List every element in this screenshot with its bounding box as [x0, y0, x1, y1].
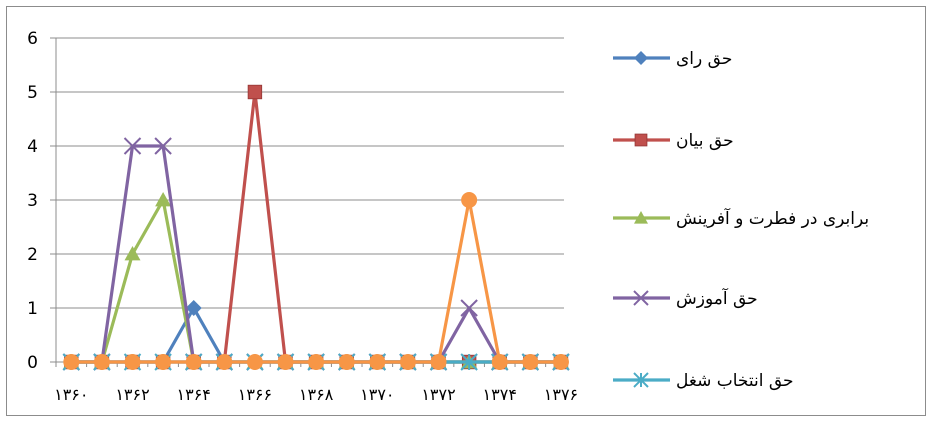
y-tick-label: 4: [27, 137, 38, 157]
legend-label: حق آموزش: [676, 287, 758, 309]
data-point: [93, 354, 110, 370]
data-point: [430, 354, 447, 370]
series-3: [63, 192, 569, 369]
data-point: [634, 211, 648, 224]
data-point: [155, 354, 172, 370]
data-point: [634, 51, 648, 65]
series-group: [62, 84, 570, 371]
y-tick-label: 3: [27, 191, 38, 211]
legend-entry: حق بیان: [613, 131, 734, 151]
legend-entry: حق انتخاب شغل: [613, 371, 794, 391]
data-point: [460, 299, 478, 317]
legend-label: برابری در فطرت و آفرینش: [676, 207, 869, 229]
x-tick-label: ۱۳۷۶: [544, 385, 578, 404]
x-tick-label: ۱۳۶۸: [299, 385, 334, 404]
data-point: [338, 354, 355, 370]
legend-entry: حق آموزش: [613, 287, 758, 309]
data-point: [155, 192, 172, 207]
series-line: [71, 90, 561, 364]
data-point: [633, 290, 649, 306]
x-tick-label: ۱۳۶۴: [177, 385, 211, 404]
legend: حق رای حق بیان برابری در فطرت و آفرینش حق آ…: [613, 49, 869, 391]
data-point: [634, 133, 648, 147]
y-tick-label: 0: [27, 353, 38, 373]
x-tick-label: ۱۳۷۰: [360, 385, 394, 404]
data-point: [552, 354, 569, 370]
series-6: [63, 192, 569, 370]
data-point: [369, 354, 386, 370]
x-tick-label: ۱۳۷۴: [483, 385, 517, 404]
legend-label: حق بیان: [676, 131, 734, 151]
x-tick-label: ۱۳۶۲: [115, 385, 149, 404]
data-point: [277, 354, 294, 370]
y-tick-label: 1: [27, 299, 38, 319]
data-point: [247, 84, 263, 100]
y-tick-label: 5: [27, 83, 38, 103]
legend-label: حق رای: [676, 49, 732, 69]
legend-entry: برابری در فطرت و آفرینش: [613, 207, 869, 229]
data-point: [124, 246, 141, 261]
data-point: [124, 354, 141, 370]
data-point: [399, 354, 416, 370]
data-point: [461, 192, 478, 208]
y-tick-label: 6: [27, 29, 38, 49]
legend-entry: حق رای: [613, 49, 732, 69]
x-tick-label: ۱۳۶۰: [54, 385, 88, 404]
data-point: [63, 354, 80, 370]
y-axis-ticks: 0 1 2 3 4 5 6: [27, 29, 56, 373]
data-point: [154, 137, 172, 155]
data-point: [216, 354, 233, 370]
data-point: [460, 353, 478, 371]
x-tick-label: ۱۳۷۲: [421, 385, 455, 404]
data-point: [185, 300, 202, 316]
data-point: [491, 354, 508, 370]
legend-label: حق انتخاب شغل: [676, 371, 794, 391]
data-point: [123, 137, 142, 155]
data-point: [308, 354, 325, 370]
y-tick-label: 2: [27, 245, 38, 265]
x-axis-ticks: ۱۳۶۰ ۱۳۶۲ ۱۳۶۴ ۱۳۶۶ ۱۳۶۸ ۱۳۷۰ ۱۳۷۲ ۱۳۷۴ ۱۳۷۶: [54, 362, 578, 404]
series-line: [71, 306, 561, 364]
data-point: [633, 372, 649, 388]
x-tick-label: ۱۳۶۶: [238, 385, 272, 404]
data-point: [246, 354, 263, 370]
data-point: [522, 354, 539, 370]
grid-lines: [56, 37, 564, 309]
data-point: [185, 354, 202, 370]
